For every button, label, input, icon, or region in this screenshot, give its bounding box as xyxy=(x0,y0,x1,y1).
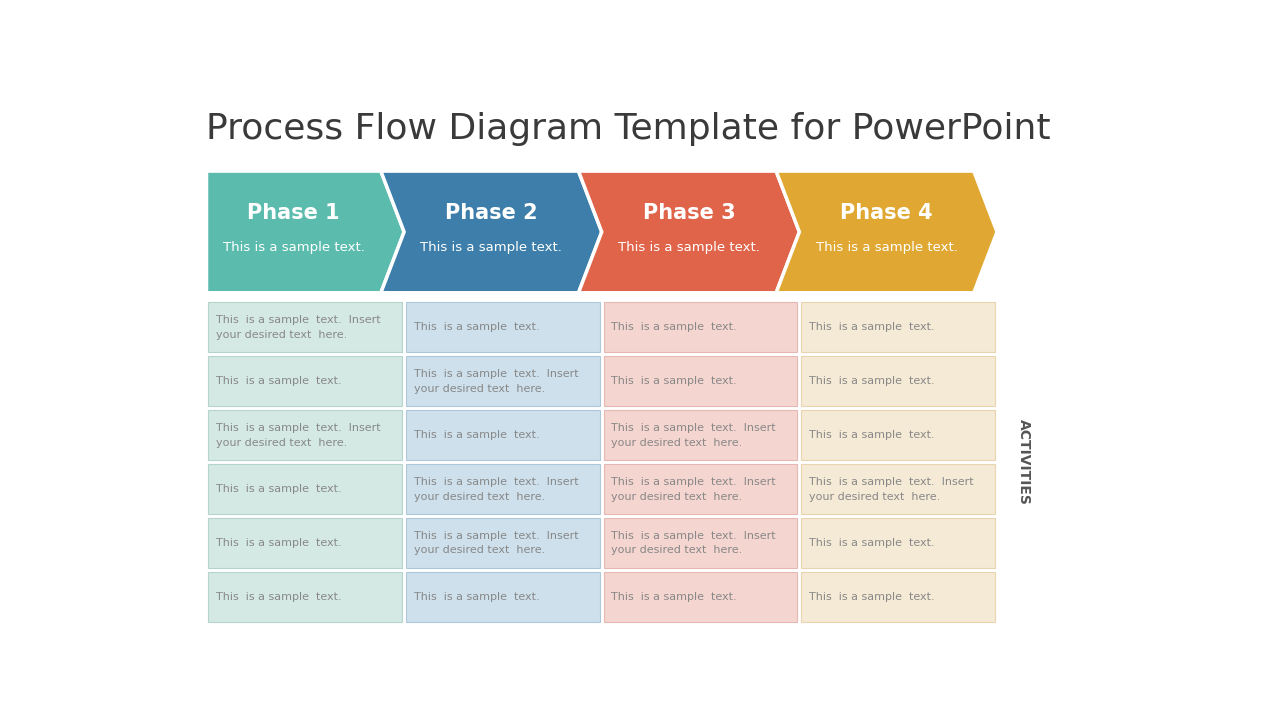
FancyBboxPatch shape xyxy=(604,518,797,568)
Text: Phase 3: Phase 3 xyxy=(643,204,735,223)
Text: This  is a sample  text.: This is a sample text. xyxy=(216,538,342,548)
Text: This  is a sample  text.  Insert
your desired text  here.: This is a sample text. Insert your desir… xyxy=(612,423,776,448)
Text: This  is a sample  text.: This is a sample text. xyxy=(216,377,342,387)
Text: This  is a sample  text.  Insert
your desired text  here.: This is a sample text. Insert your desir… xyxy=(612,531,776,555)
Text: This is a sample text.: This is a sample text. xyxy=(420,240,562,254)
Text: This  is a sample  text.: This is a sample text. xyxy=(809,431,934,440)
Text: This  is a sample  text.: This is a sample text. xyxy=(612,323,737,333)
Text: This  is a sample  text.  Insert
your desired text  here.: This is a sample text. Insert your desir… xyxy=(216,423,381,448)
Text: This  is a sample  text.: This is a sample text. xyxy=(413,431,539,440)
Text: This  is a sample  text.: This is a sample text. xyxy=(612,377,737,387)
Polygon shape xyxy=(776,171,997,293)
FancyBboxPatch shape xyxy=(406,518,600,568)
Text: This  is a sample  text.: This is a sample text. xyxy=(809,538,934,548)
FancyBboxPatch shape xyxy=(604,464,797,514)
FancyBboxPatch shape xyxy=(209,464,402,514)
Text: This  is a sample  text.  Insert
your desired text  here.: This is a sample text. Insert your desir… xyxy=(413,531,579,555)
Text: This  is a sample  text.  Insert
your desired text  here.: This is a sample text. Insert your desir… xyxy=(216,315,381,340)
FancyBboxPatch shape xyxy=(801,410,995,460)
FancyBboxPatch shape xyxy=(801,356,995,406)
Text: This  is a sample  text.: This is a sample text. xyxy=(216,484,342,494)
Text: This  is a sample  text.  Insert
your desired text  here.: This is a sample text. Insert your desir… xyxy=(413,477,579,502)
Text: Phase 2: Phase 2 xyxy=(445,204,538,223)
Text: This  is a sample  text.: This is a sample text. xyxy=(216,592,342,602)
Polygon shape xyxy=(206,171,404,293)
FancyBboxPatch shape xyxy=(604,356,797,406)
Text: ACTIVITIES: ACTIVITIES xyxy=(1018,419,1032,505)
FancyBboxPatch shape xyxy=(604,410,797,460)
FancyBboxPatch shape xyxy=(406,302,600,352)
Text: This  is a sample  text.: This is a sample text. xyxy=(809,377,934,387)
FancyBboxPatch shape xyxy=(801,302,995,352)
FancyBboxPatch shape xyxy=(604,572,797,622)
FancyBboxPatch shape xyxy=(406,356,600,406)
Text: This  is a sample  text.: This is a sample text. xyxy=(809,323,934,333)
FancyBboxPatch shape xyxy=(209,410,402,460)
Text: This is a sample text.: This is a sample text. xyxy=(618,240,760,254)
Text: This  is a sample  text.  Insert
your desired text  here.: This is a sample text. Insert your desir… xyxy=(809,477,974,502)
FancyBboxPatch shape xyxy=(406,464,600,514)
Text: Phase 1: Phase 1 xyxy=(247,204,340,223)
Text: This is a sample text.: This is a sample text. xyxy=(223,240,365,254)
FancyBboxPatch shape xyxy=(209,518,402,568)
Text: This is a sample text.: This is a sample text. xyxy=(815,240,957,254)
FancyBboxPatch shape xyxy=(209,356,402,406)
FancyBboxPatch shape xyxy=(604,302,797,352)
Text: This  is a sample  text.: This is a sample text. xyxy=(809,592,934,602)
Text: This  is a sample  text.  Insert
your desired text  here.: This is a sample text. Insert your desir… xyxy=(612,477,776,502)
FancyBboxPatch shape xyxy=(209,302,402,352)
Polygon shape xyxy=(579,171,800,293)
Text: This  is a sample  text.: This is a sample text. xyxy=(413,323,539,333)
FancyBboxPatch shape xyxy=(406,572,600,622)
FancyBboxPatch shape xyxy=(406,410,600,460)
Text: This  is a sample  text.: This is a sample text. xyxy=(413,592,539,602)
FancyBboxPatch shape xyxy=(209,572,402,622)
Polygon shape xyxy=(381,171,602,293)
Text: This  is a sample  text.: This is a sample text. xyxy=(612,592,737,602)
Text: Phase 4: Phase 4 xyxy=(840,204,933,223)
FancyBboxPatch shape xyxy=(801,572,995,622)
Text: This  is a sample  text.  Insert
your desired text  here.: This is a sample text. Insert your desir… xyxy=(413,369,579,394)
FancyBboxPatch shape xyxy=(801,518,995,568)
FancyBboxPatch shape xyxy=(801,464,995,514)
Text: Process Flow Diagram Template for PowerPoint: Process Flow Diagram Template for PowerP… xyxy=(206,112,1051,145)
